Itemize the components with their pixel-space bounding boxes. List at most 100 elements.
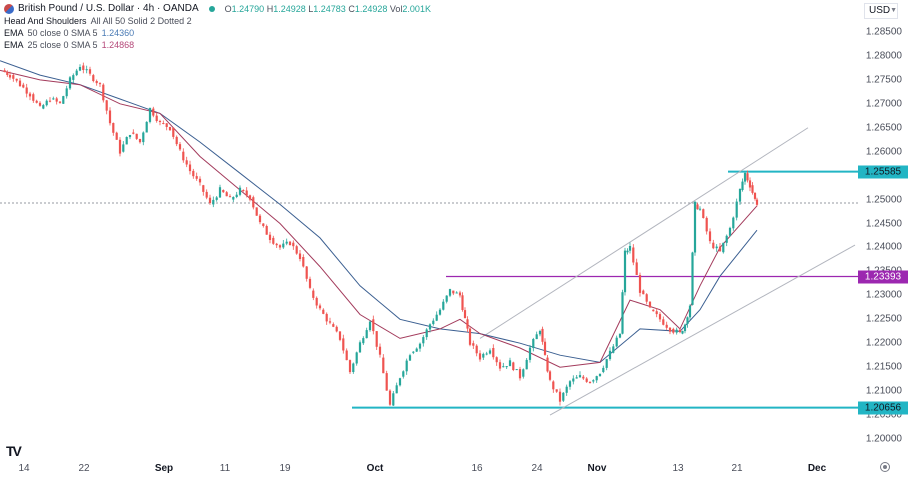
candle-body [741, 181, 744, 190]
candle-body [388, 390, 392, 405]
candle-body [458, 292, 462, 296]
candle-body [425, 329, 428, 338]
price-axis-label: 1.26500 [865, 122, 902, 134]
candle-body [502, 366, 505, 368]
candle-body [693, 201, 697, 253]
candle-body [515, 369, 518, 371]
candle-body [362, 338, 365, 344]
price-level-tag: 1.20656 [858, 401, 908, 415]
candle-body [725, 235, 728, 243]
candle-body [618, 333, 622, 338]
candle-body [128, 135, 132, 138]
indicator-name: EMA [4, 40, 24, 50]
candle-body [88, 69, 92, 74]
candle-body [595, 376, 598, 381]
candle-body [292, 242, 295, 247]
candle-body [678, 329, 682, 333]
currency-selector[interactable]: USD ▼ [864, 3, 898, 19]
market-status-icon [208, 6, 215, 12]
chart-legend: British Pound / U.S. Dollar · 4h · OANDA… [4, 3, 431, 51]
candle-body [155, 115, 158, 121]
candle-body [395, 385, 398, 394]
candle-body [105, 100, 108, 111]
candle-body [702, 209, 705, 218]
close-value: 1.24928 [354, 4, 388, 14]
candle-body [602, 367, 605, 372]
candle-body [598, 373, 602, 377]
candle-body [452, 290, 455, 294]
candle-body [198, 178, 202, 183]
candle-body [405, 360, 408, 372]
indicator-value: 1.24868 [101, 40, 135, 50]
candle-body [272, 237, 275, 244]
candle-body [85, 69, 88, 71]
candle-body [242, 190, 245, 191]
candle-body [498, 362, 502, 369]
candle-body [708, 231, 712, 242]
candle-body [512, 362, 515, 370]
candle-body [28, 93, 32, 97]
candle-body [315, 297, 318, 306]
candle-body [255, 207, 258, 216]
indicator-params: 25 close 0 SMA 5 [27, 40, 98, 50]
ema-25-line [0, 69, 758, 368]
candle-body [18, 80, 22, 87]
price-axis-label: 1.25000 [865, 194, 902, 206]
symbol-title[interactable]: British Pound / U.S. Dollar · 4h · OANDA [18, 3, 199, 14]
candle-body [522, 369, 525, 377]
volume-value: 2.001K [402, 4, 431, 14]
candle-body [102, 84, 105, 101]
tradingview-logo[interactable]: TV [6, 443, 22, 459]
candle-body [75, 70, 78, 76]
candle-body [398, 378, 402, 386]
candle-body [582, 376, 585, 379]
ascending-channel [479, 127, 856, 416]
price-axis-label: 1.21000 [865, 385, 902, 397]
candle-body [38, 102, 42, 106]
candle-body [352, 363, 355, 372]
settings-icon[interactable] [880, 462, 890, 472]
candle-body [175, 136, 178, 145]
candle-body [172, 127, 175, 137]
candle-body [538, 331, 542, 335]
candle-body [65, 88, 68, 97]
candle-body [412, 351, 415, 353]
candle-body [185, 160, 188, 165]
indicator-ema-25[interactable]: EMA 25 close 0 SMA 5 1.24868 [4, 39, 431, 51]
candle-body [265, 226, 268, 235]
candle-body [378, 346, 382, 355]
price-axis-label: 1.24500 [865, 218, 902, 230]
candle-body [543, 341, 547, 355]
candle-body [162, 123, 165, 124]
symbol-row: British Pound / U.S. Dollar · 4h · OANDA… [4, 3, 431, 15]
price-axis-label: 1.27000 [865, 98, 902, 110]
candle-body [118, 139, 122, 154]
candle-body [592, 380, 595, 382]
indicator-ema-50[interactable]: EMA 50 close 0 SMA 5 1.24360 [4, 27, 431, 39]
candle-body [298, 253, 302, 259]
candle-body [62, 96, 65, 104]
candle-body [495, 357, 498, 363]
candle-body [632, 247, 635, 263]
open-value: 1.24790 [231, 4, 265, 14]
candle-body [112, 123, 115, 133]
candle-body [546, 357, 549, 372]
indicator-params: All All 50 Solid 2 Dotted 2 [90, 16, 192, 26]
candle-body [578, 375, 582, 378]
price-axis-label: 1.28500 [865, 26, 902, 38]
candle-body [402, 371, 405, 377]
channel-trendline[interactable] [549, 244, 856, 416]
candle-body [461, 295, 464, 310]
candle-body [686, 317, 689, 324]
candle-body [135, 133, 138, 139]
candle-body [108, 110, 112, 124]
candle-body [712, 242, 715, 249]
candle-body [275, 243, 278, 246]
indicator-head-and-shoulders[interactable]: Head And Shoulders All All 50 Solid 2 Do… [4, 15, 431, 27]
candle-body [655, 311, 658, 315]
candle-body [675, 329, 678, 333]
candle-body [92, 75, 95, 81]
channel-trendline[interactable] [479, 127, 809, 339]
